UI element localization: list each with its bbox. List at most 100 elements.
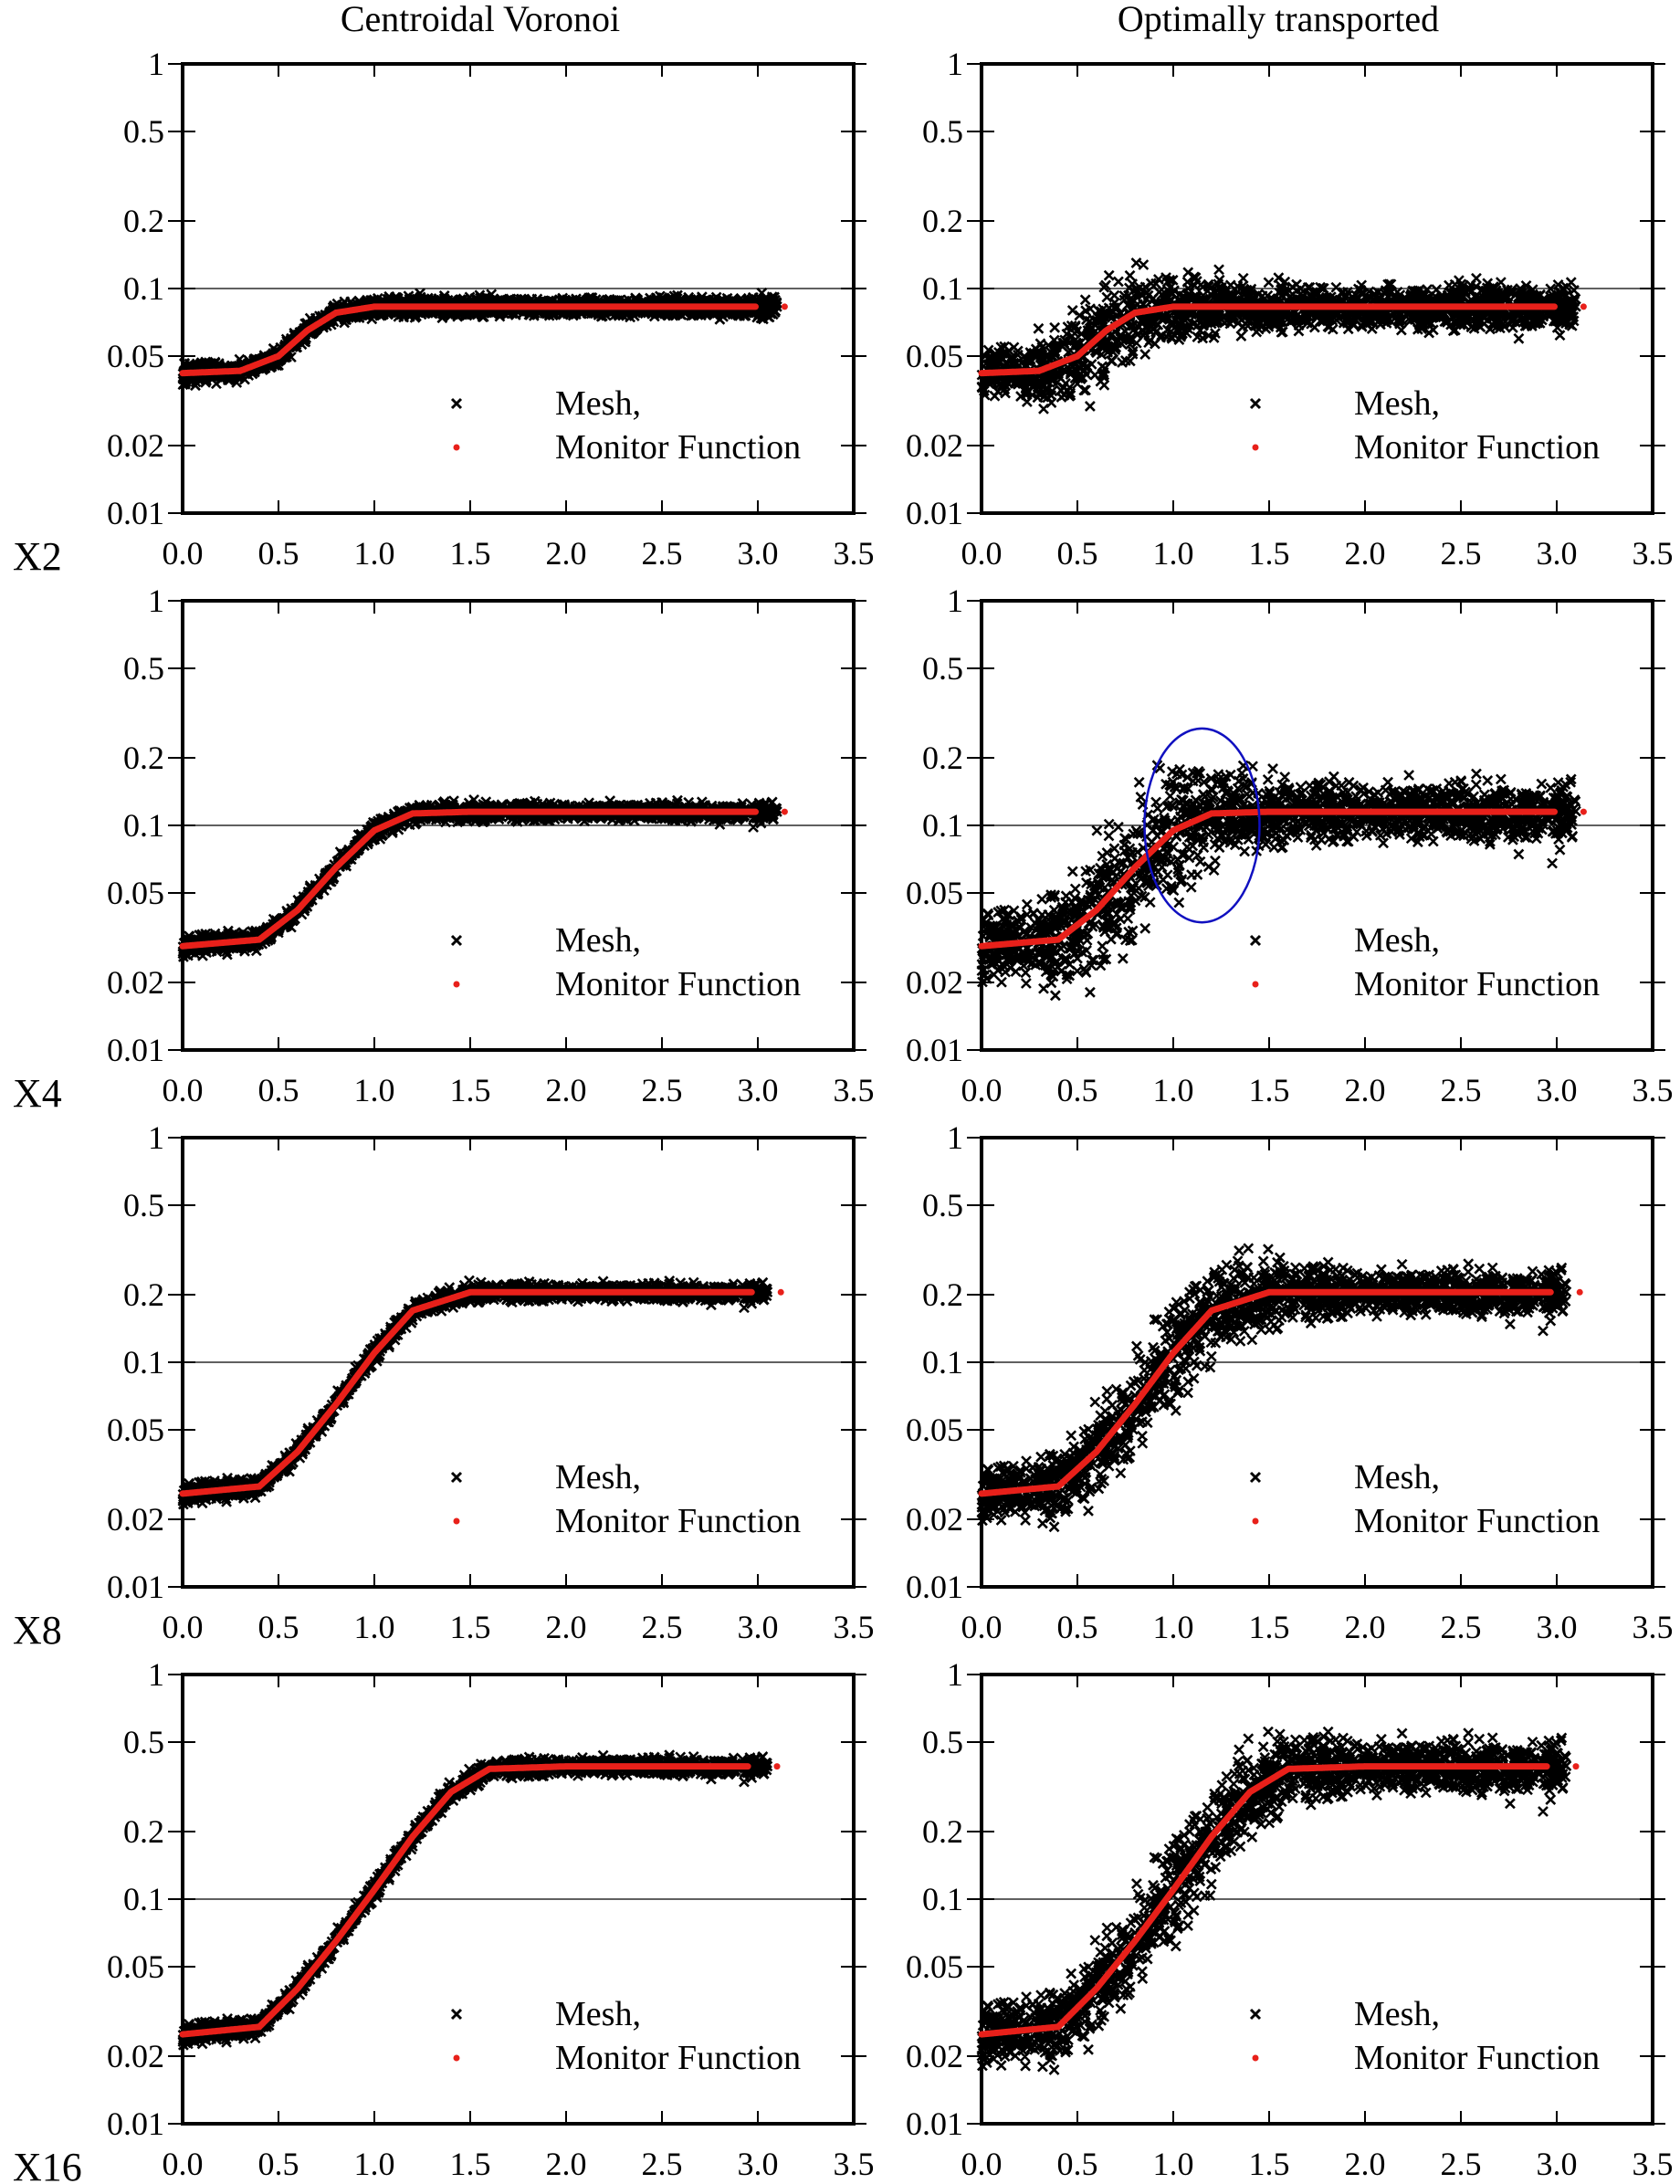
y-tick-label: 1 xyxy=(148,583,164,619)
y-tick-label: 1 xyxy=(947,46,963,82)
row-label-x16: X16 xyxy=(13,2145,82,2184)
legend-monitor-marker xyxy=(1252,981,1259,988)
y-tick-label: 0.05 xyxy=(906,875,963,911)
y-tick-label: 0.2 xyxy=(123,740,164,776)
y-tick-label: 0.1 xyxy=(922,270,963,307)
monitor-end-dot xyxy=(1576,1288,1583,1296)
x-tick-label: 0.0 xyxy=(961,535,1003,572)
legend-mesh-label: Mesh, xyxy=(555,384,641,423)
y-tick-label: 0.5 xyxy=(922,650,963,687)
x-tick-label: 1.0 xyxy=(354,2146,395,2182)
x-tick-label: 1.0 xyxy=(354,1072,395,1108)
monitor-end-dot xyxy=(777,1288,784,1296)
y-tick-label: 0.5 xyxy=(123,113,164,150)
monitor-series xyxy=(179,808,788,950)
y-tick-label: 1 xyxy=(947,1119,963,1156)
x-tick-label: 0.5 xyxy=(258,1609,299,1645)
panel-3-0: 0.0 0.5 1.0 1.5 2.0 2.5 3.0 3.5 1 0.5 0.2 0.1 0.05 0.… xyxy=(107,1656,875,2182)
legend-monitor-marker xyxy=(453,1517,460,1525)
y-tick-label: 0.05 xyxy=(906,338,963,374)
x-tick-label: 0.0 xyxy=(961,1609,1003,1645)
legend-monitor-label: Monitor Function xyxy=(1354,428,1600,467)
x-tick-label: 3.0 xyxy=(738,535,779,572)
column-title-left: Centroidal Voronoi xyxy=(341,0,620,39)
y-tick-label: 1 xyxy=(947,583,963,619)
mesh-crosses xyxy=(976,760,1581,1002)
x-tick-label: 1.0 xyxy=(354,535,395,572)
monitor-curve xyxy=(978,1763,1550,2038)
x-tick-label: 1.0 xyxy=(1153,1609,1194,1645)
legend-mesh-marker xyxy=(1249,397,1262,410)
mesh-crosses xyxy=(177,1749,773,2051)
legend-monitor-label: Monitor Function xyxy=(555,965,801,1003)
y-tick-label: 0.2 xyxy=(123,203,164,239)
monitor-series xyxy=(978,808,1587,950)
legend-mesh-marker xyxy=(450,934,463,947)
mesh-series xyxy=(976,257,1581,415)
y-tick-label: 0.02 xyxy=(906,2038,963,2074)
x-tick-label: 3.0 xyxy=(1537,2146,1578,2182)
x-tick-label: 3.0 xyxy=(1537,1609,1578,1645)
y-tick-label: 0.05 xyxy=(906,1412,963,1448)
x-tick-label: 2.0 xyxy=(1345,1609,1386,1645)
y-tick-label: 0.02 xyxy=(107,2038,164,2074)
monitor-curve xyxy=(179,1288,755,1497)
y-tick-label: 0.05 xyxy=(107,338,164,374)
y-tick-label: 0.01 xyxy=(906,2105,963,2142)
x-tick-label: 1.0 xyxy=(354,1609,395,1645)
x-tick-label: 2.5 xyxy=(642,535,683,572)
y-tick-label: 0.05 xyxy=(906,1948,963,1985)
y-tick-label: 0.2 xyxy=(922,1276,963,1313)
mesh-series xyxy=(177,794,782,962)
y-tick-label: 0.1 xyxy=(922,1881,963,1917)
x-tick-label: 0.5 xyxy=(258,2146,299,2182)
x-tick-label: 0.5 xyxy=(1057,1072,1098,1108)
x-tick-label: 2.0 xyxy=(546,2146,587,2182)
x-tick-label: 2.0 xyxy=(546,535,587,572)
monitor-end-dot xyxy=(1572,1763,1580,1770)
x-tick-label: 0.5 xyxy=(258,1072,299,1108)
column-title-right: Optimally transported xyxy=(1118,0,1439,39)
monitor-end-dot xyxy=(1580,303,1587,310)
panel-2-1: 0.0 0.5 1.0 1.5 2.0 2.5 3.0 3.5 1 0.5 0.2 0.1 0.05 0.… xyxy=(906,1119,1674,1645)
x-tick-label: 2.0 xyxy=(1345,535,1386,572)
x-tick-label: 1.5 xyxy=(1249,1072,1290,1108)
y-tick-label: 0.02 xyxy=(107,1501,164,1538)
x-tick-label: 2.5 xyxy=(642,2146,683,2182)
x-tick-label: 0.0 xyxy=(163,1609,204,1645)
x-tick-label: 2.5 xyxy=(1441,535,1482,572)
legend-mesh-label: Mesh, xyxy=(1354,921,1440,960)
legend-monitor-label: Monitor Function xyxy=(1354,2039,1600,2077)
panels: 0.0 0.5 1.0 1.5 2.0 2.5 3.0 3.5 1 0.5 0.2 0.1 0.05 0.… xyxy=(107,46,1674,2182)
monitor-end-dot xyxy=(781,303,788,310)
y-tick-label: 0.2 xyxy=(922,203,963,239)
x-tick-label: 0.5 xyxy=(1057,2146,1098,2182)
x-tick-label: 0.0 xyxy=(163,535,204,572)
y-tick-label: 1 xyxy=(148,1119,164,1156)
monitor-series xyxy=(978,303,1587,377)
y-tick-label: 0.2 xyxy=(123,1276,164,1313)
x-tick-label: 3.0 xyxy=(1537,1072,1578,1108)
x-tick-label: 3.5 xyxy=(1633,2146,1674,2182)
y-tick-label: 1 xyxy=(148,1656,164,1693)
y-tick-label: 1 xyxy=(148,46,164,82)
panel-3-1: 0.0 0.5 1.0 1.5 2.0 2.5 3.0 3.5 1 0.5 0.2 0.1 0.05 0.… xyxy=(906,1656,1674,2182)
y-tick-label: 0.01 xyxy=(107,1569,164,1605)
legend-mesh-label: Mesh, xyxy=(1354,384,1440,423)
y-tick-label: 0.05 xyxy=(107,875,164,911)
annotation-ellipse xyxy=(1143,727,1261,924)
x-tick-label: 0.5 xyxy=(1057,535,1098,572)
x-tick-label: 3.5 xyxy=(834,2146,875,2182)
x-tick-label: 2.0 xyxy=(546,1609,587,1645)
monitor-series xyxy=(978,1763,1580,2038)
x-tick-label: 2.5 xyxy=(642,1072,683,1108)
panel-0-1: 0.0 0.5 1.0 1.5 2.0 2.5 3.0 3.5 1 0.5 0.2 0.1 0.05 0.… xyxy=(906,46,1674,572)
x-tick-label: 1.0 xyxy=(1153,1072,1194,1108)
y-tick-label: 0.01 xyxy=(906,1032,963,1068)
x-tick-label: 2.5 xyxy=(1441,1609,1482,1645)
x-tick-label: 1.5 xyxy=(1249,2146,1290,2182)
legend-monitor-label: Monitor Function xyxy=(555,1502,801,1540)
x-tick-label: 2.0 xyxy=(1345,2146,1386,2182)
x-tick-label: 2.0 xyxy=(546,1072,587,1108)
